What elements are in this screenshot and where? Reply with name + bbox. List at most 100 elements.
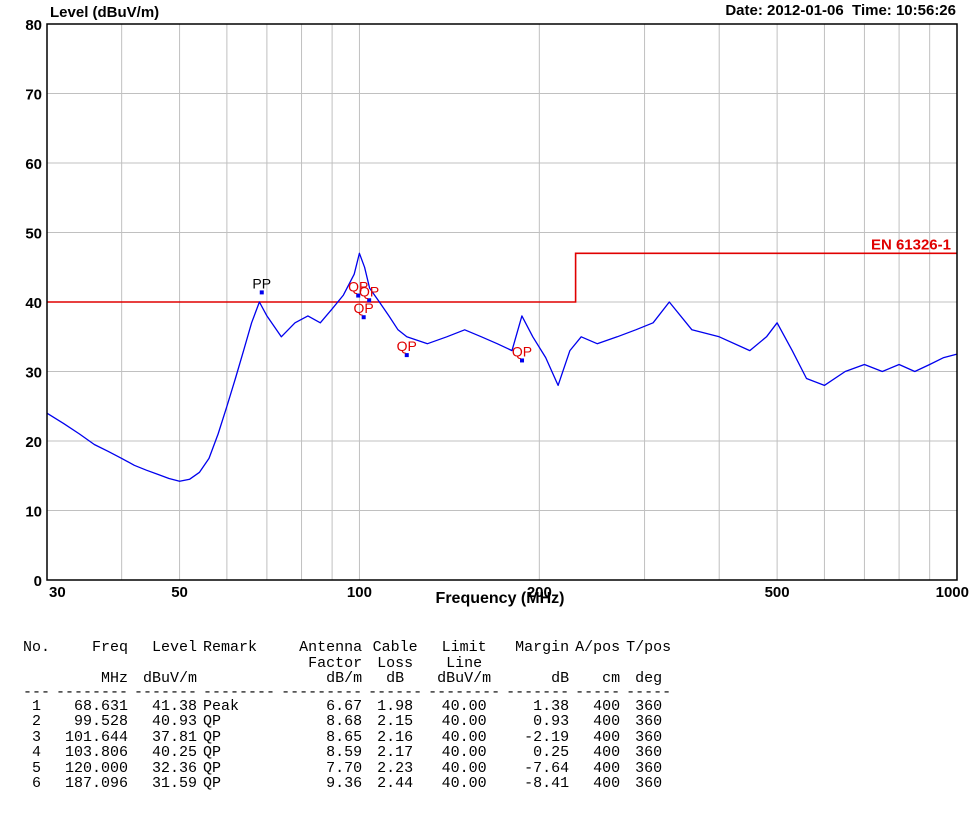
x-tick-label: 200 (527, 584, 552, 601)
x-tick-label: 30 (49, 584, 66, 601)
table-cell: Remark (203, 639, 258, 656)
y-tick-label: 20 (25, 434, 42, 451)
limit-line-label: EN 61326-1 (871, 236, 951, 253)
y-tick-label: 0 (34, 573, 42, 590)
table-cell: dBuV/m (143, 670, 198, 687)
x-tick-label: 100 (347, 584, 372, 601)
table-cell: Limit (441, 639, 487, 656)
table-cell: 360 (635, 697, 663, 715)
table-cell: 2.23 (377, 759, 414, 777)
table-row: 4 103.806 40.25 QP 8.59 2.17 40.00 0.25 400 360 (20, 745, 674, 761)
table-cell: Margin (515, 639, 570, 656)
table-cell: 2.16 (377, 728, 414, 746)
table-cell: 120.000 (65, 759, 129, 777)
table-cell: 8.59 (326, 744, 363, 761)
table-cell: -2.19 (524, 728, 570, 746)
table-cell: 68.631 (74, 697, 129, 715)
table-cell: 40.00 (441, 713, 487, 730)
table-cell: QP (203, 713, 222, 730)
table-cell: 3 (32, 728, 42, 746)
marker-point (356, 293, 361, 298)
table-cell: dB/m (326, 670, 363, 687)
table-cell: 101.644 (65, 728, 129, 746)
table-cell: Line (446, 654, 483, 672)
y-tick-label: 80 (25, 17, 42, 34)
table-cell: Freq (92, 639, 129, 656)
table-cell: -------- (203, 683, 276, 701)
table-cell: ------- (506, 683, 570, 701)
table-cell: deg (635, 670, 663, 687)
axis-layer: 0 10 20 30 40 50 60 70 80 30 50 100 200 500 1000 (25, 17, 969, 601)
table-cell: ------- (134, 683, 198, 701)
table-cell: T/pos (626, 639, 672, 656)
table-cell: 0.25 (533, 744, 570, 761)
marker-point (259, 290, 264, 295)
table-cell: QP (203, 744, 222, 761)
x-tick-label: 500 (765, 584, 790, 601)
x-tick-label: 50 (171, 584, 188, 601)
table-cell: 40.00 (441, 744, 487, 761)
table-cell: 6 (32, 775, 42, 792)
marker-label: QP (359, 283, 379, 299)
table-cell: 400 (593, 744, 621, 761)
table-cell: ----- (575, 683, 621, 701)
table-cell: dBuV/m (437, 670, 492, 687)
marker-label: QP (512, 343, 532, 359)
table-cell: 31.59 (152, 775, 198, 792)
table-cell: 2 (32, 713, 42, 730)
table-cell: 8.65 (326, 728, 363, 746)
table-cell: --------- (281, 683, 363, 701)
table-cell: -------- (56, 683, 129, 701)
table-cell: 40.00 (441, 728, 487, 746)
table-cell: 1.98 (377, 697, 414, 715)
table-cell: -7.64 (524, 759, 570, 777)
table-cell: 4 (32, 744, 42, 761)
grid-layer (47, 24, 957, 580)
table-cell: 2.15 (377, 713, 414, 730)
y-tick-label: 60 (25, 156, 42, 173)
table-cell: MHz (101, 670, 129, 687)
table-cell: --- (23, 683, 51, 701)
table-cell (503, 656, 572, 672)
table-cell: 400 (593, 728, 621, 746)
results-table: No. Freq Level Remark Antenna Cable Limit Margi… (20, 640, 674, 792)
table-cell: 32.36 (152, 759, 198, 777)
y-tick-label: 10 (25, 504, 42, 521)
table-cell: 2.44 (377, 775, 414, 792)
table-cell: Cable (372, 639, 418, 656)
series-layer (46, 252, 958, 482)
table-cell: 40.00 (441, 759, 487, 777)
table-header-row: No. Freq Level Remark Antenna Cable Limit Margi… (20, 640, 674, 656)
table-cell: No. (23, 639, 51, 656)
table-separator-row: --- -------- ------- -------- --------- -----… (20, 683, 674, 701)
table-row: 2 99.528 40.93 QP 8.68 2.15 40.00 0.93 400 360 (20, 714, 674, 730)
table-cell: 8.68 (326, 713, 363, 730)
table-row: 3 101.644 37.81 QP 8.65 2.16 40.00 -2.19 400 360 (20, 728, 674, 746)
marker-label: QP (354, 300, 374, 316)
marker-point (520, 358, 525, 363)
table-row: 5 120.000 32.36 QP 7.70 2.23 40.00 -7.64 400 360 (20, 759, 674, 777)
table-cell: dB (551, 670, 570, 687)
table-cell: 360 (635, 744, 663, 761)
table-cell: 360 (635, 775, 663, 792)
table-cell: 40.00 (441, 697, 487, 715)
plot-frame (46, 23, 958, 581)
table-cell: 400 (593, 759, 621, 777)
table-cell: QP (203, 728, 222, 746)
table-cell: Level (152, 639, 198, 656)
table-cell (131, 656, 200, 672)
table-cell: -8.41 (524, 775, 570, 792)
x-tick-label: 1000 (936, 584, 969, 601)
table-cell: 400 (593, 775, 621, 792)
table-cell: -------- (428, 683, 501, 701)
table-units-row: MHz dBuV/m dB/m dB dBuV/m dB cm deg (20, 671, 674, 687)
table-cell: 103.806 (65, 744, 129, 761)
marker-label: QP (348, 279, 368, 295)
table-row: 1 68.631 41.38 Peak 6.67 1.98 40.00 1.38 400 360 (20, 697, 674, 715)
limit-line (47, 252, 957, 303)
table-cell: QP (203, 759, 222, 777)
table-header-row: Factor Loss Line (20, 654, 674, 672)
marker-point (404, 353, 409, 358)
marker-label: QP (397, 338, 417, 354)
